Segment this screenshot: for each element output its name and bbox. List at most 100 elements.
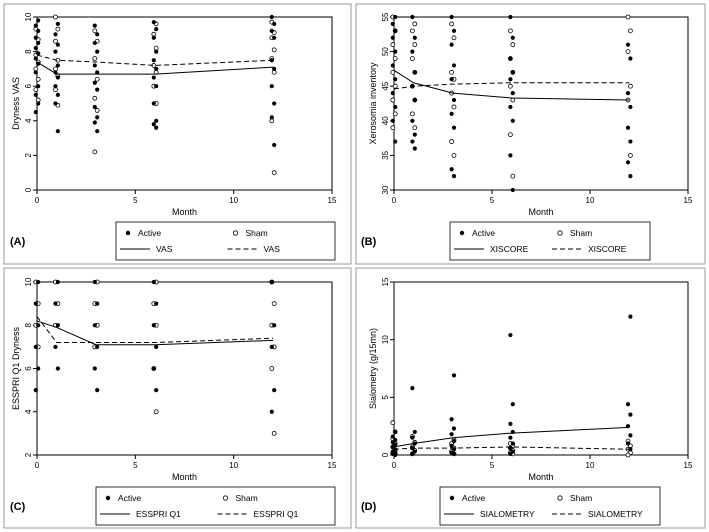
- sham-mean-line: [393, 446, 630, 450]
- active-point: [269, 84, 274, 89]
- active-point: [390, 118, 395, 123]
- active-point: [510, 35, 515, 40]
- active-point: [53, 301, 58, 306]
- active-point: [628, 447, 633, 452]
- active-point: [92, 23, 97, 28]
- legend-active-line-label: SIALOMETRY: [480, 509, 535, 519]
- plot-area: [393, 16, 689, 191]
- active-point: [410, 451, 415, 456]
- active-point: [33, 344, 38, 349]
- y-tick-label: 2: [24, 153, 33, 158]
- active-point: [451, 373, 457, 378]
- panel-label: (C): [10, 501, 26, 513]
- active-point: [92, 80, 97, 85]
- active-point: [628, 314, 633, 319]
- sham-point: [94, 108, 100, 113]
- sham-point: [392, 111, 398, 117]
- active-point: [410, 435, 415, 440]
- active-point: [410, 14, 415, 20]
- active-point: [95, 49, 100, 54]
- active-point: [154, 84, 159, 89]
- active-point: [53, 49, 58, 54]
- legend-active-label: Active: [472, 228, 495, 238]
- sham-point: [449, 21, 455, 27]
- active-point: [36, 323, 41, 328]
- active-point: [92, 104, 97, 110]
- legend-box: [115, 221, 336, 261]
- chart-panel-1: 0 5 10 15 0 2 4 6 8 10 Month Dryness VAS Active Sham V…: [3, 3, 352, 265]
- panel-label: (D): [361, 501, 377, 513]
- active-point: [33, 110, 38, 115]
- y-tick-label: 40: [381, 116, 390, 125]
- active-point: [53, 344, 58, 349]
- legend: Active Sham XISCORE XISCORE: [449, 221, 651, 261]
- x-tick-label: 15: [328, 461, 337, 470]
- active-point: [151, 75, 156, 80]
- active-point: [451, 63, 457, 68]
- active-point: [272, 323, 277, 328]
- panel-frame: [3, 267, 352, 529]
- active-point: [269, 14, 274, 20]
- active-point: [33, 92, 38, 97]
- active-point: [508, 153, 513, 158]
- active-point: [269, 409, 274, 414]
- y-axis-title: ESSPRI Q1 Dryness: [11, 326, 21, 410]
- sham-point: [409, 28, 415, 34]
- active-point: [33, 35, 38, 40]
- active-point: [95, 87, 100, 92]
- active-point: [154, 118, 159, 123]
- active-point: [508, 56, 513, 61]
- active-point: [92, 120, 97, 125]
- active-point: [410, 118, 415, 123]
- active-point: [393, 104, 398, 110]
- y-tick-label: 50: [381, 47, 390, 56]
- sham-point: [92, 28, 98, 34]
- sham-point: [271, 170, 277, 176]
- sham-point: [451, 35, 457, 41]
- sham-point: [92, 56, 98, 61]
- legend-active-line-label: VAS: [156, 244, 173, 254]
- active-point: [33, 70, 38, 75]
- sham-point: [409, 56, 415, 61]
- active-point: [393, 49, 398, 54]
- sham-point: [55, 26, 61, 32]
- active-point: [508, 435, 513, 440]
- active-point: [628, 139, 633, 144]
- sham-mean-line: [393, 82, 630, 90]
- chart-panel-3: 0 5 10 15 2 4 6 8 10 Month ESSPRI Q1 Dryness Active…: [3, 267, 352, 529]
- active-point: [269, 279, 274, 285]
- active-point: [33, 388, 38, 393]
- y-axis-title: Dryness VAS: [11, 77, 21, 130]
- legend-box: [439, 486, 661, 526]
- sham-point: [412, 21, 418, 27]
- active-point: [151, 58, 156, 63]
- legend-active-marker: [125, 230, 131, 236]
- legend: Active Sham SIALOMETRY SIALOMETRY: [439, 486, 661, 526]
- active-point: [95, 301, 100, 306]
- sham-point: [390, 97, 396, 103]
- active-point: [412, 35, 417, 40]
- active-point: [36, 61, 41, 66]
- y-tick-label: 8: [24, 49, 33, 54]
- active-point: [92, 366, 97, 371]
- legend-sham-label: Sham: [570, 493, 592, 503]
- active-point: [55, 366, 60, 371]
- active-point: [508, 421, 513, 426]
- active-point: [154, 344, 159, 349]
- panel-label: (A): [10, 236, 26, 248]
- active-point: [55, 323, 60, 328]
- sham-point: [625, 49, 631, 54]
- y-tick-label: 45: [381, 81, 390, 90]
- active-point: [272, 35, 277, 40]
- active-point: [272, 101, 277, 106]
- y-tick-label: 5: [381, 395, 390, 400]
- active-point: [393, 14, 398, 20]
- panel-label: (B): [361, 236, 377, 248]
- active-point: [451, 439, 457, 444]
- active-point: [390, 21, 395, 27]
- y-tick-label: 0: [24, 187, 33, 192]
- active-point: [151, 366, 156, 371]
- active-point: [272, 142, 277, 148]
- active-mean-line: [393, 69, 630, 101]
- legend-sham-line-label: SIALOMETRY: [588, 509, 643, 519]
